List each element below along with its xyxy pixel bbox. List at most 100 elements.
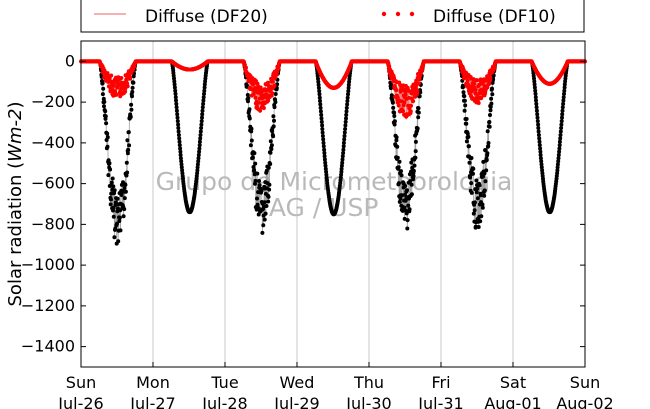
global-point [175, 115, 180, 120]
global-point [462, 108, 467, 113]
df10-point [114, 92, 119, 97]
global-point [198, 129, 203, 134]
global-point [469, 190, 474, 195]
global-point [100, 92, 105, 97]
global-point [198, 133, 203, 137]
global-point [480, 202, 485, 207]
df10-point [487, 81, 492, 86]
global-point [113, 226, 118, 231]
global-point [485, 151, 490, 156]
global-point [340, 154, 345, 159]
global-point [346, 85, 351, 90]
global-point [173, 95, 178, 100]
global-point [403, 184, 408, 188]
df10-point [253, 95, 258, 100]
df10-point [258, 85, 263, 90]
global-point [471, 166, 476, 171]
global-point [538, 149, 543, 154]
global-point [117, 219, 122, 223]
global-point [340, 157, 345, 162]
x-tick-label-day: Fri [431, 373, 450, 392]
df10-point [473, 91, 478, 96]
global-point [255, 171, 260, 176]
global-point [119, 193, 124, 197]
df10-point [473, 87, 478, 92]
x-tick-label-day: Sun [570, 373, 600, 392]
global-point [110, 176, 115, 181]
global-point [461, 90, 466, 95]
global-point [324, 169, 329, 174]
global-point [178, 153, 183, 157]
global-point [464, 117, 469, 121]
global-point [201, 101, 206, 106]
global-point [343, 127, 348, 131]
global-point [112, 235, 117, 240]
global-point [346, 92, 350, 97]
legend-swatch-df10-dot-3 [409, 11, 415, 17]
global-point [345, 99, 350, 103]
global-point [537, 136, 542, 141]
global-point [268, 162, 273, 166]
df10-point [477, 82, 482, 87]
df10-point [119, 76, 124, 80]
df10-point [401, 109, 405, 114]
global-point [463, 103, 468, 108]
df10-point [109, 73, 114, 78]
global-point [319, 112, 324, 117]
axes: Sun Jul-26 Mon Jul-27 Tue Jul-28 Wed Jul-29 Thu J… [21, 51, 614, 409]
global-point [316, 82, 321, 87]
global-point [202, 91, 206, 96]
global-point [562, 91, 566, 96]
global-point [563, 79, 568, 84]
global-point [405, 188, 409, 193]
global-point [488, 113, 492, 117]
global-point [261, 223, 266, 228]
global-point [397, 159, 402, 164]
global-point [403, 192, 407, 197]
global-point [477, 183, 482, 188]
global-point [125, 170, 130, 175]
global-point [462, 98, 467, 103]
df10-point [251, 92, 256, 97]
global-point [394, 138, 399, 143]
y-tick-label: −1400 [21, 337, 75, 356]
global-point [318, 99, 322, 103]
global-point [176, 126, 181, 130]
global-point [320, 127, 325, 131]
global-point [202, 82, 207, 87]
global-point [124, 160, 129, 165]
global-point [199, 119, 204, 124]
global-point [344, 109, 349, 114]
global-point [466, 134, 471, 139]
global-point [322, 147, 327, 152]
global-point [536, 126, 541, 130]
global-point [534, 98, 538, 103]
global-point [339, 169, 344, 174]
global-point [176, 122, 181, 127]
global-point [202, 85, 207, 90]
global-point [104, 121, 109, 126]
global-point [263, 211, 268, 216]
global-point [341, 144, 346, 149]
x-tick-label-day: Thu [353, 373, 384, 392]
global-point [532, 82, 537, 87]
global-point [174, 101, 179, 106]
global-point [482, 193, 487, 198]
global-point [558, 133, 563, 137]
df10-point [465, 78, 470, 83]
df10-point [261, 106, 266, 110]
global-point [111, 205, 116, 210]
df10-point [258, 108, 263, 113]
df10-point [392, 76, 397, 80]
global-point [560, 105, 565, 110]
global-point [465, 131, 470, 136]
df10-point [416, 81, 421, 86]
global-point [347, 79, 352, 84]
global-point [118, 228, 123, 233]
global-point [484, 168, 489, 173]
global-point [416, 106, 421, 111]
global-point [539, 159, 544, 164]
global-point [338, 175, 343, 180]
global-point [560, 112, 565, 117]
global-point [471, 171, 475, 176]
